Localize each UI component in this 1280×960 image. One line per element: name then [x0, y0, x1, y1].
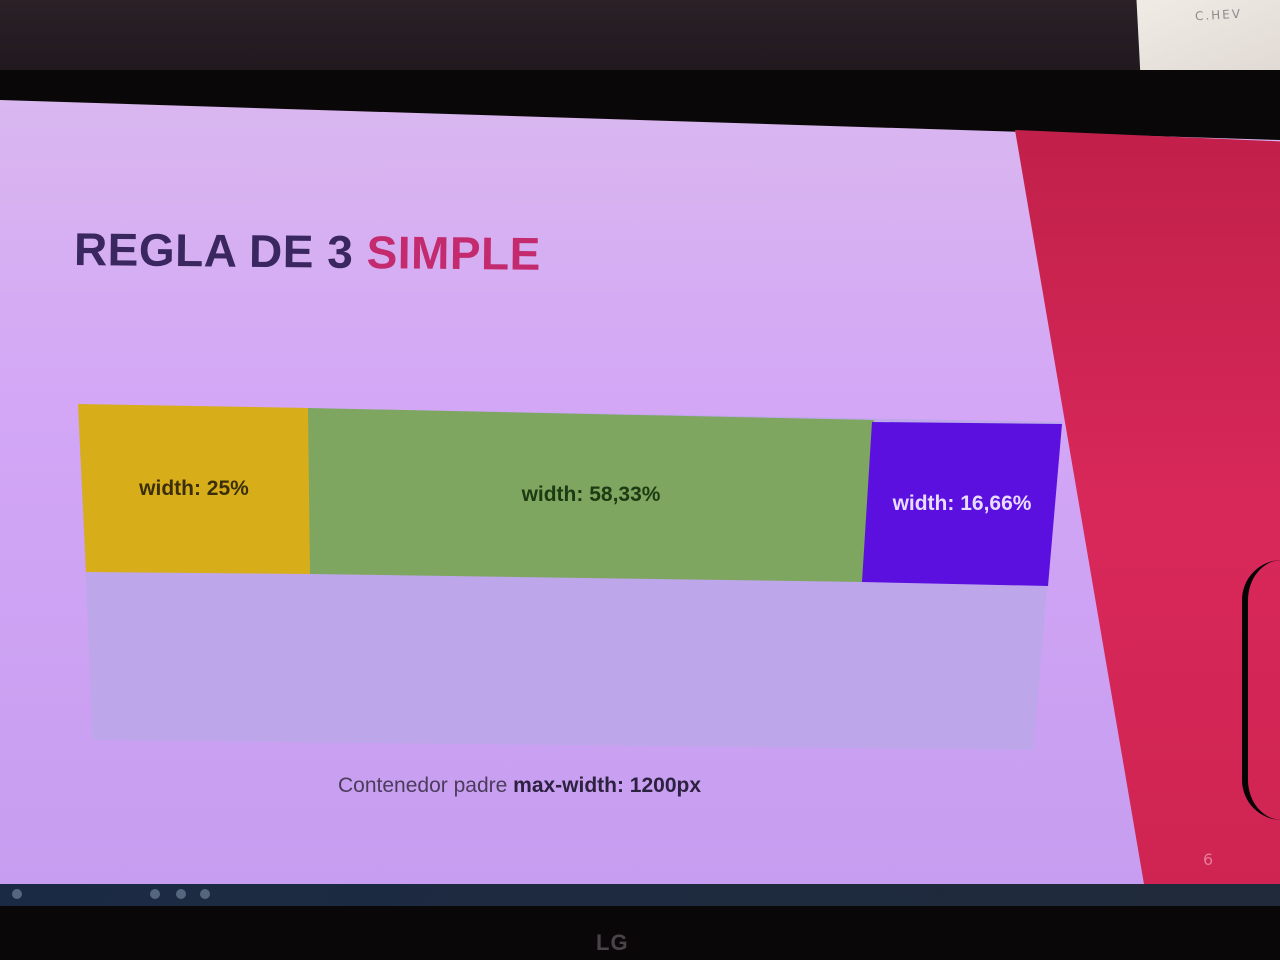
slide-title: REGLA DE 3 SIMPLE	[74, 222, 541, 281]
slide-title-main: REGLA DE 3	[73, 223, 367, 279]
column-16-label: width: 16,66%	[892, 492, 1032, 515]
column-58-label: width: 58,33%	[521, 483, 661, 506]
container-caption: Contenedor padre max-width: 1200px	[338, 774, 701, 798]
taskbar	[0, 884, 1280, 906]
column-25: width: 25%	[78, 404, 310, 574]
caption-prefix: Contenedor padre	[338, 774, 514, 797]
cable	[1242, 560, 1280, 820]
slide-page-number: 6	[1203, 850, 1214, 869]
start-icon[interactable]	[12, 889, 22, 899]
taskbar-app-icon[interactable]	[150, 889, 160, 899]
column-25-label: width: 25%	[139, 477, 249, 500]
taskbar-app-icon[interactable]	[200, 889, 210, 899]
taskbar-app-icon[interactable]	[176, 889, 186, 899]
column-16: width: 16,66%	[862, 422, 1062, 586]
sticky-note-text: C.HEV	[1194, 6, 1243, 24]
column-58: width: 58,33%	[308, 408, 874, 582]
caption-bold: max-width: 1200px	[513, 774, 702, 797]
slide-title-accent: SIMPLE	[366, 226, 542, 280]
monitor-brand-logo: LG	[596, 930, 629, 955]
